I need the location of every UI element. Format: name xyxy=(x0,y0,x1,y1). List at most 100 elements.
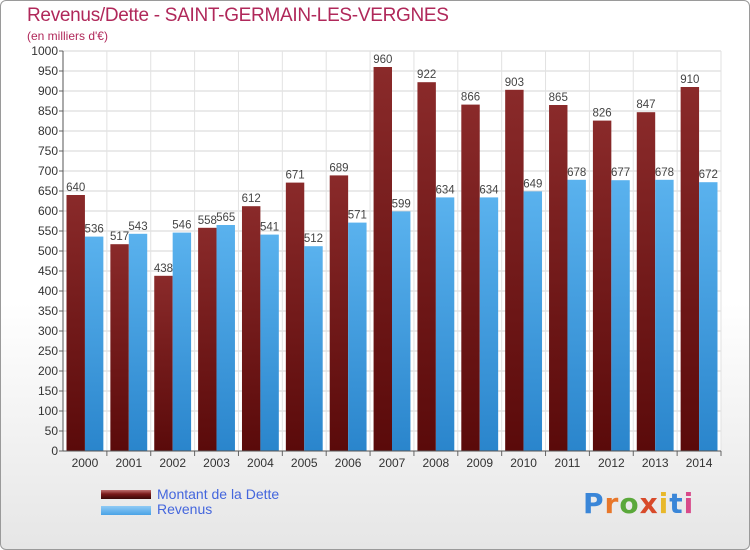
chart-title: Revenus/Dette - SAINT-GERMAIN-LES-VERGNE… xyxy=(27,5,449,26)
bar-dette xyxy=(549,105,568,451)
y-tick-label: 500 xyxy=(38,244,58,258)
y-tick-label: 600 xyxy=(38,204,58,218)
data-label: 640 xyxy=(66,182,85,194)
bar-dette xyxy=(241,206,261,451)
y-tick-label: 400 xyxy=(38,284,58,298)
bar-revenus xyxy=(84,236,104,451)
data-label: 960 xyxy=(373,54,392,66)
data-label: 541 xyxy=(260,222,279,234)
data-label: 543 xyxy=(128,221,147,233)
data-label: 649 xyxy=(523,178,542,190)
data-label: 671 xyxy=(285,170,304,182)
data-label: 910 xyxy=(680,74,699,86)
data-label: 903 xyxy=(505,77,524,89)
logo-letter: t xyxy=(669,487,684,520)
bar-dette xyxy=(461,104,480,451)
x-tick-label: 2012 xyxy=(598,456,625,470)
legend-swatch-dette xyxy=(101,490,151,499)
bar-revenus xyxy=(216,225,235,451)
bar-dette xyxy=(329,175,349,451)
bar-revenus xyxy=(172,232,192,451)
bar-dette xyxy=(285,182,305,451)
bar-revenus xyxy=(304,246,323,451)
logo-letter: r xyxy=(604,487,620,520)
data-label: 599 xyxy=(392,198,411,210)
data-label: 678 xyxy=(655,167,674,179)
data-label: 546 xyxy=(172,220,191,232)
bar-dette xyxy=(198,227,217,451)
bar-revenus xyxy=(567,179,586,452)
bar-revenus xyxy=(655,179,674,452)
data-label: 689 xyxy=(329,162,348,174)
bar-revenus xyxy=(348,222,367,451)
x-tick-label: 2007 xyxy=(379,456,406,470)
data-label: 558 xyxy=(198,215,217,227)
y-tick-label: 450 xyxy=(38,264,58,278)
bar-revenus xyxy=(611,180,630,451)
bar-dette xyxy=(636,112,656,451)
y-tick-label: 650 xyxy=(38,184,58,198)
chart-subtitle: (en milliers d'€) xyxy=(27,29,108,43)
y-tick-label: 0 xyxy=(51,444,58,458)
bar-revenus xyxy=(128,233,148,451)
data-label: 634 xyxy=(435,184,455,196)
y-tick-label: 150 xyxy=(38,384,58,398)
bar-revenus xyxy=(260,234,279,451)
y-tick-label: 900 xyxy=(38,84,58,98)
bar-dette xyxy=(110,244,129,451)
bar-revenus xyxy=(479,197,499,451)
y-tick-label: 200 xyxy=(38,364,58,378)
y-tick-label: 800 xyxy=(38,124,58,138)
bar-dette xyxy=(680,87,700,451)
bar-dette xyxy=(154,275,173,451)
data-label: 565 xyxy=(216,212,235,224)
data-label: 866 xyxy=(461,92,480,104)
y-tick-label: 850 xyxy=(38,104,58,118)
x-tick-label: 2002 xyxy=(159,456,186,470)
legend-label-revenus: Revenus xyxy=(157,501,213,517)
x-tick-label: 2014 xyxy=(686,456,713,470)
y-tick-label: 50 xyxy=(45,424,59,438)
x-tick-label: 2003 xyxy=(203,456,230,470)
data-label: 865 xyxy=(549,92,568,104)
x-tick-label: 2011 xyxy=(555,456,581,470)
bar-dette xyxy=(505,89,524,452)
data-label: 847 xyxy=(636,99,655,111)
logo-letter: i xyxy=(658,487,670,520)
y-tick-label: 750 xyxy=(38,144,58,158)
x-tick-label: 2000 xyxy=(72,456,99,470)
data-label: 672 xyxy=(699,169,718,181)
x-tick-label: 2013 xyxy=(642,456,669,470)
bar-dette xyxy=(373,67,392,451)
proxiti-logo: Proxiti xyxy=(583,487,694,520)
data-label: 438 xyxy=(154,263,173,275)
data-label: 612 xyxy=(242,193,261,205)
x-tick-label: 2008 xyxy=(423,456,450,470)
y-tick-label: 700 xyxy=(38,164,58,178)
data-label: 826 xyxy=(593,108,612,120)
bar-dette xyxy=(66,195,85,451)
x-tick-label: 2010 xyxy=(510,456,537,470)
bar-revenus xyxy=(523,191,543,451)
y-tick-label: 100 xyxy=(38,404,58,418)
data-label: 634 xyxy=(479,184,499,196)
x-tick-label: 2005 xyxy=(291,456,318,470)
x-tick-label: 2006 xyxy=(335,456,362,470)
x-tick-label: 2009 xyxy=(466,456,493,470)
x-tick-label: 2001 xyxy=(115,456,142,470)
bar-revenus xyxy=(435,197,455,451)
data-label: 922 xyxy=(417,69,436,81)
logo-letter: o xyxy=(619,487,640,520)
logo-letter: P xyxy=(583,487,605,520)
data-label: 571 xyxy=(348,210,367,222)
data-label: 678 xyxy=(567,167,586,179)
data-label: 536 xyxy=(85,224,104,236)
y-tick-label: 950 xyxy=(38,64,58,78)
logo-letter: i xyxy=(683,487,695,520)
y-tick-label: 1000 xyxy=(31,44,58,58)
data-label: 517 xyxy=(110,231,129,243)
y-tick-label: 300 xyxy=(38,324,58,338)
bar-revenus xyxy=(392,211,411,451)
logo-letter: x xyxy=(639,487,659,520)
